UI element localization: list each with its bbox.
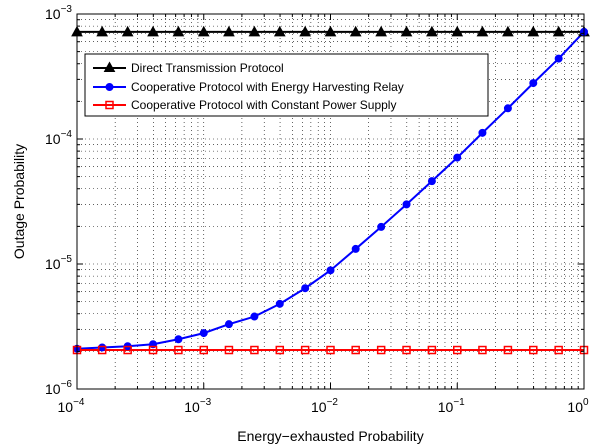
data-point-triangle [502, 25, 514, 37]
x-tick-label: 10−2 [311, 397, 338, 415]
data-point-square [402, 345, 411, 355]
data-point-circle [224, 320, 233, 329]
data-point-square [174, 345, 183, 355]
data-point-square [478, 345, 487, 355]
axes: 10−4 10−3 10−2 10−1 100 10−6 10−5 10−4 10−3 [45, 4, 589, 415]
data-point-square [275, 345, 285, 355]
data-point-circle [351, 244, 360, 253]
data-point-square [351, 345, 360, 355]
marker-layer [71, 25, 590, 355]
data-point-triangle [349, 25, 362, 37]
data-point-circle [554, 54, 563, 63]
x-tick-label: 100 [567, 397, 589, 415]
data-point-square [97, 345, 107, 355]
data-point-triangle [96, 25, 109, 37]
data-point-triangle [248, 25, 261, 37]
y-tick-label: 10−6 [45, 379, 72, 397]
data-point-square [250, 345, 259, 355]
data-point-circle [503, 104, 512, 113]
data-point-triangle [197, 25, 210, 37]
data-point-square [300, 345, 310, 355]
data-point-triangle [476, 25, 489, 37]
data-point-triangle [375, 25, 388, 37]
y-axis-title: Outage Probability [11, 144, 27, 259]
data-point-square [453, 345, 462, 355]
data-point-triangle [400, 25, 413, 37]
data-point-circle [377, 222, 386, 231]
data-point-square [554, 345, 563, 355]
data-point-circle [301, 284, 310, 293]
data-point-circle [326, 266, 335, 275]
data-point-circle [98, 343, 107, 352]
data-point-triangle [324, 25, 337, 37]
legend-entry-direct: Direct Transmission Protocol [93, 61, 284, 75]
data-point-circle [275, 299, 284, 308]
data-point-circle [453, 153, 462, 162]
data-point-triangle [426, 25, 438, 37]
x-tick-label: 10−3 [184, 397, 211, 415]
legend-entry-harvesting: Cooperative Protocol with Energy Harvest… [93, 80, 404, 94]
data-point-circle [478, 128, 487, 137]
legend-label-harvesting: Cooperative Protocol with Energy Harvest… [131, 80, 404, 94]
legend-entry-constant: Cooperative Protocol with Constant Power… [93, 98, 396, 112]
legend-marker-harvesting [105, 83, 114, 91]
data-point-circle [402, 200, 411, 209]
data-point-square [529, 345, 538, 355]
data-point-square [503, 345, 513, 355]
data-point-circle [427, 177, 436, 186]
data-point-square [376, 345, 386, 355]
data-point-circle [174, 335, 183, 344]
data-point-triangle [121, 25, 134, 37]
data-point-square [326, 345, 335, 355]
legend-label-direct: Direct Transmission Protocol [131, 61, 284, 75]
data-point-circle [250, 312, 259, 321]
legend-label-constant: Cooperative Protocol with Constant Power… [131, 98, 396, 112]
data-point-square [148, 345, 158, 355]
x-tick-label: 10−1 [438, 397, 465, 415]
legend-marker-direct [103, 61, 116, 72]
data-point-square [199, 345, 208, 355]
data-point-triangle [552, 25, 565, 37]
data-point-triangle [527, 25, 540, 37]
data-point-square [427, 345, 437, 355]
data-point-circle [199, 329, 208, 338]
data-point-circle [529, 79, 538, 88]
data-point-square [123, 345, 132, 355]
legend-marker-constant [105, 100, 114, 110]
data-point-triangle [172, 25, 185, 37]
data-point-square [224, 345, 234, 355]
x-axis-title: Energy−exhausted Probability [237, 428, 423, 444]
y-tick-label: 10−4 [45, 129, 72, 147]
data-point-triangle [299, 25, 312, 37]
data-point-triangle [147, 25, 159, 37]
x-tick-label: 10−4 [58, 397, 85, 415]
data-point-triangle [273, 25, 286, 37]
data-point-triangle [451, 25, 464, 37]
y-tick-label: 10−5 [45, 254, 72, 272]
legend-box [84, 53, 489, 117]
data-point-triangle [223, 25, 235, 37]
y-tick-label: 10−3 [45, 4, 72, 22]
legend: Direct Transmission Protocol Cooperative… [84, 53, 489, 117]
